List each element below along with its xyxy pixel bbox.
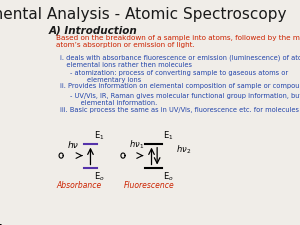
Text: iii. Basic process the same as in UV/Vis, fluorescence etc. for molecules: iii. Basic process the same as in UV/Vis… — [60, 107, 299, 113]
Text: E$_o$: E$_o$ — [163, 170, 174, 183]
Text: E$_1$: E$_1$ — [94, 129, 105, 142]
Text: hν: hν — [68, 141, 78, 150]
Text: ii. Provides information on elemental composition of sample or compound: ii. Provides information on elemental co… — [60, 83, 300, 89]
Text: Elemental Analysis - Atomic Spectroscopy: Elemental Analysis - Atomic Spectroscopy — [0, 7, 287, 22]
Text: A) Introduction: A) Introduction — [49, 25, 138, 35]
Text: Based on the breakdown of a sample into atoms, followed by the measurement of th: Based on the breakdown of a sample into … — [56, 35, 300, 48]
Text: hν$_1$: hν$_1$ — [129, 139, 145, 151]
Text: hν$_2$: hν$_2$ — [176, 144, 191, 156]
Text: - atomization: process of converting sample to gaseous atoms or
        elementa: - atomization: process of converting sam… — [70, 70, 288, 83]
Text: i. deals with absorbance fluorescence or emission (luminescence) of atoms or
   : i. deals with absorbance fluorescence or… — [60, 55, 300, 68]
Text: Absorbance: Absorbance — [56, 181, 101, 190]
Text: E$_1$: E$_1$ — [163, 129, 174, 142]
Text: Fluorescence: Fluorescence — [124, 181, 175, 190]
Text: - UV/Vis, IR, Raman gives molecular functional group information, but no
     el: - UV/Vis, IR, Raman gives molecular func… — [70, 93, 300, 106]
Text: E$_o$: E$_o$ — [94, 170, 105, 183]
